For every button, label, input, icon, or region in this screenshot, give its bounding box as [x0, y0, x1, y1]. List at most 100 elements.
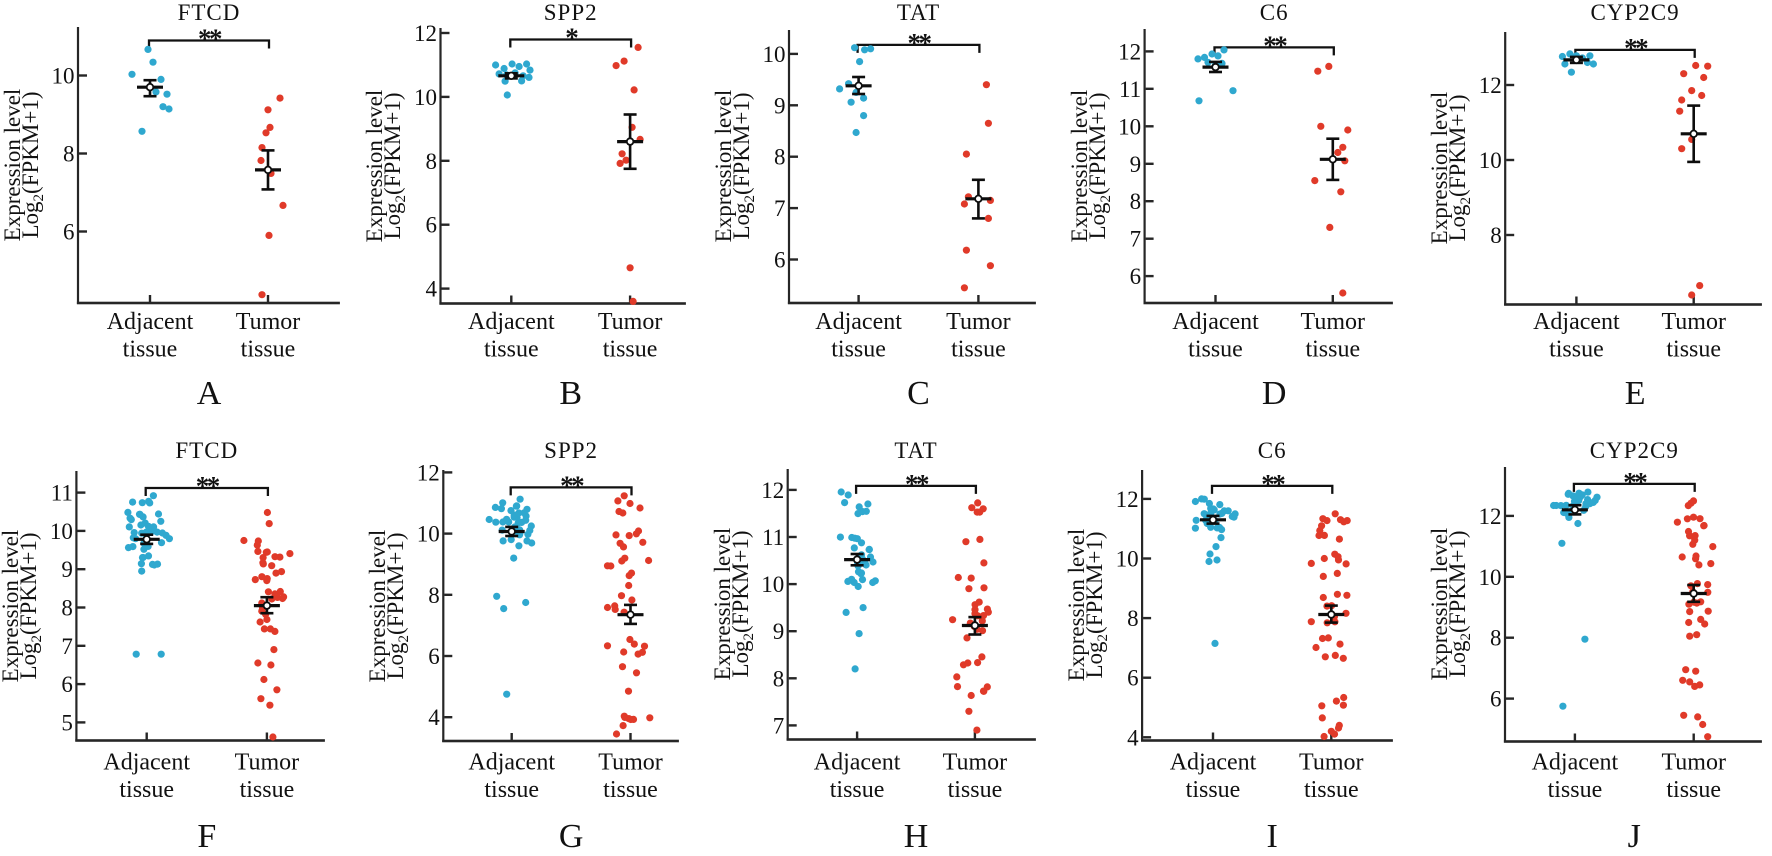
- svg-text:6: 6: [426, 213, 438, 238]
- svg-text:tissue: tissue: [240, 777, 295, 803]
- svg-text:9: 9: [61, 557, 73, 582]
- svg-text:7: 7: [61, 634, 73, 659]
- svg-text:Adjacent: Adjacent: [815, 309, 902, 335]
- svg-text:8: 8: [774, 145, 786, 170]
- svg-text:E: E: [1625, 375, 1646, 412]
- svg-text:tissue: tissue: [119, 777, 174, 803]
- svg-text:TAT: TAT: [894, 438, 937, 463]
- svg-text:Log2(FPKM+1): Log2(FPKM+1): [16, 533, 45, 680]
- svg-text:CYP2C9: CYP2C9: [1590, 438, 1679, 463]
- svg-text:**: **: [1261, 469, 1285, 499]
- svg-text:C6: C6: [1260, 0, 1289, 25]
- svg-text:tissue: tissue: [603, 337, 658, 363]
- svg-text:Expression level: Expression level: [710, 528, 735, 681]
- svg-text:tissue: tissue: [1304, 777, 1359, 803]
- svg-text:tissue: tissue: [1186, 777, 1241, 803]
- svg-text:5: 5: [61, 710, 73, 735]
- svg-text:8: 8: [1490, 626, 1502, 651]
- svg-text:10: 10: [1116, 547, 1139, 572]
- svg-text:Log2(FPKM+1): Log2(FPKM+1): [1445, 95, 1474, 242]
- svg-text:Log2(FPKM+1): Log2(FPKM+1): [1085, 93, 1114, 240]
- svg-text:9: 9: [774, 93, 786, 118]
- svg-text:Adjacent: Adjacent: [468, 750, 555, 776]
- svg-text:6: 6: [1130, 264, 1142, 289]
- svg-text:12: 12: [1118, 39, 1141, 64]
- svg-text:tissue: tissue: [830, 777, 885, 803]
- svg-text:F: F: [197, 818, 216, 851]
- svg-text:tissue: tissue: [123, 337, 178, 363]
- svg-text:G: G: [559, 818, 584, 851]
- svg-text:SPP2: SPP2: [544, 0, 598, 25]
- svg-text:12: 12: [1116, 487, 1139, 512]
- svg-text:11: 11: [51, 481, 73, 506]
- svg-text:Expression level: Expression level: [1427, 528, 1452, 681]
- svg-text:**: **: [905, 469, 929, 499]
- svg-text:6: 6: [428, 644, 440, 669]
- svg-text:Log2(FPKM+1): Log2(FPKM+1): [728, 531, 757, 678]
- svg-text:tissue: tissue: [831, 337, 886, 363]
- svg-text:9: 9: [773, 619, 785, 644]
- svg-text:**: **: [196, 471, 220, 501]
- svg-text:9: 9: [1130, 152, 1142, 177]
- svg-text:J: J: [1628, 818, 1641, 851]
- svg-text:11: 11: [762, 525, 784, 550]
- svg-text:Tumor: Tumor: [235, 750, 299, 776]
- svg-text:10: 10: [1479, 148, 1502, 173]
- svg-text:4: 4: [1127, 725, 1139, 750]
- svg-text:FTCD: FTCD: [175, 438, 238, 463]
- svg-text:D: D: [1262, 375, 1287, 412]
- svg-text:SPP2: SPP2: [544, 438, 598, 463]
- svg-text:tissue: tissue: [603, 777, 658, 803]
- svg-text:Adjacent: Adjacent: [103, 750, 190, 776]
- svg-text:Tumor: Tumor: [1299, 750, 1363, 776]
- svg-text:10: 10: [414, 85, 437, 110]
- svg-text:4: 4: [426, 277, 438, 302]
- svg-text:**: **: [1624, 33, 1648, 63]
- svg-text:C: C: [907, 375, 930, 412]
- svg-text:Log2(FPKM+1): Log2(FPKM+1): [380, 93, 409, 240]
- svg-text:**: **: [908, 28, 932, 58]
- svg-text:Tumor: Tumor: [1661, 309, 1725, 335]
- svg-text:8: 8: [1130, 189, 1142, 214]
- svg-text:Expression level: Expression level: [1067, 90, 1092, 243]
- svg-text:A: A: [197, 375, 222, 412]
- svg-text:7: 7: [1130, 227, 1142, 252]
- svg-text:tissue: tissue: [1305, 337, 1360, 363]
- svg-text:10: 10: [763, 42, 786, 67]
- svg-text:12: 12: [1479, 504, 1502, 529]
- svg-text:Tumor: Tumor: [236, 309, 300, 335]
- svg-text:Log2(FPKM+1): Log2(FPKM+1): [18, 92, 47, 239]
- svg-text:Expression level: Expression level: [1064, 529, 1089, 682]
- svg-text:10: 10: [50, 519, 73, 544]
- svg-text:tissue: tissue: [1188, 337, 1243, 363]
- svg-text:10: 10: [417, 522, 440, 547]
- svg-text:12: 12: [414, 21, 437, 46]
- svg-text:6: 6: [63, 220, 75, 245]
- svg-text:8: 8: [773, 666, 785, 691]
- svg-text:FTCD: FTCD: [178, 0, 241, 25]
- svg-text:11: 11: [1119, 77, 1141, 102]
- svg-text:12: 12: [417, 460, 440, 485]
- svg-text:Expression level: Expression level: [1427, 92, 1452, 245]
- svg-text:Log2(FPKM+1): Log2(FPKM+1): [1445, 531, 1474, 678]
- svg-text:Expression level: Expression level: [711, 90, 736, 243]
- svg-text:Adjacent: Adjacent: [468, 309, 555, 335]
- svg-text:tissue: tissue: [1548, 777, 1603, 803]
- svg-text:Tumor: Tumor: [1661, 750, 1725, 776]
- svg-text:12: 12: [1479, 73, 1502, 98]
- svg-text:CYP2C9: CYP2C9: [1591, 0, 1680, 25]
- svg-text:B: B: [559, 375, 582, 412]
- svg-text:Tumor: Tumor: [598, 750, 662, 776]
- svg-text:tissue: tissue: [484, 337, 539, 363]
- svg-text:4: 4: [428, 705, 440, 730]
- svg-text:**: **: [1623, 467, 1647, 497]
- svg-text:6: 6: [774, 248, 786, 273]
- svg-text:Adjacent: Adjacent: [1172, 309, 1259, 335]
- svg-text:tissue: tissue: [241, 337, 296, 363]
- svg-text:**: **: [198, 24, 222, 54]
- svg-text:Expression level: Expression level: [0, 89, 25, 242]
- svg-text:Tumor: Tumor: [598, 309, 662, 335]
- svg-text:C6: C6: [1258, 438, 1287, 463]
- svg-text:8: 8: [1127, 606, 1139, 631]
- svg-text:tissue: tissue: [948, 777, 1003, 803]
